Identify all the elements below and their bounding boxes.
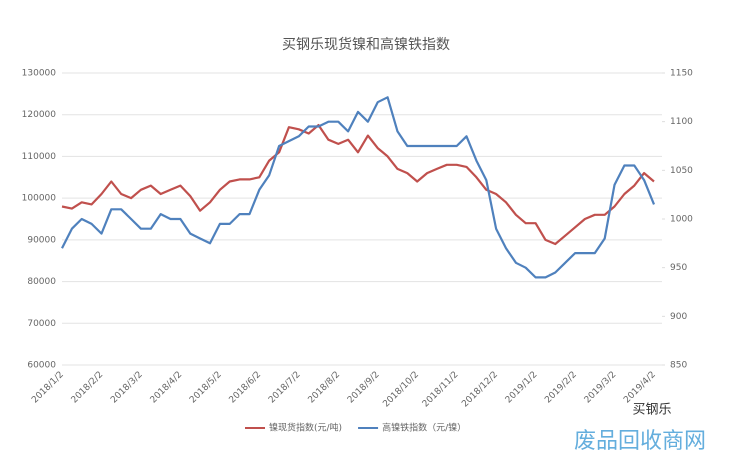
- x-tick-label: 2018/11/2: [421, 370, 461, 410]
- y-tick-label: 70000: [27, 319, 56, 329]
- x-tick-label: 2018/1/2: [30, 370, 66, 406]
- x-tick-label: 2018/7/2: [267, 370, 303, 406]
- y2-tick-label: 950: [670, 263, 687, 273]
- y2-tick-label: 1050: [670, 166, 693, 176]
- y-tick-label: 60000: [27, 361, 56, 371]
- y-tick-label: 90000: [27, 235, 56, 245]
- x-tick-label: 2018/9/2: [346, 370, 382, 406]
- y-tick-label: 100000: [22, 194, 57, 204]
- x-tick-label: 2019/4/2: [622, 370, 658, 406]
- y2-tick-label: 900: [670, 312, 687, 322]
- y-tick-label: 110000: [22, 152, 57, 162]
- x-tick-label: 2018/3/2: [109, 370, 145, 406]
- y-tick-label: 120000: [22, 110, 57, 120]
- legend-label: 镍现货指数(元/吨): [269, 422, 342, 434]
- watermark: 废品回收商网: [574, 429, 706, 454]
- y2-tick-label: 1100: [670, 117, 693, 127]
- x-tick-label: 2018/8/2: [307, 370, 343, 406]
- y2-tick-label: 1000: [670, 215, 693, 225]
- legend-label: 高镍铁指数（元/镍）: [382, 422, 466, 434]
- y2-tick-label: 850: [670, 361, 687, 371]
- x-tick-label: 2019/2/2: [543, 370, 579, 406]
- x-tick-label: 2018/2/2: [70, 370, 106, 406]
- x-tick-label: 2018/4/2: [149, 370, 185, 406]
- y-tick-label: 80000: [27, 277, 56, 287]
- watermark: 买钢乐: [632, 403, 671, 418]
- x-tick-label: 2018/10/2: [381, 370, 421, 410]
- x-tick-label: 2018/12/2: [460, 370, 500, 410]
- x-tick-label: 2018/6/2: [228, 370, 264, 406]
- x-tick-label: 2019/1/2: [504, 370, 540, 406]
- y2-tick-label: 1150: [670, 69, 693, 79]
- y-tick-label: 130000: [22, 69, 57, 79]
- x-tick-label: 2018/5/2: [188, 370, 224, 406]
- series-line: [61, 124, 655, 246]
- x-tick-label: 2019/3/2: [583, 370, 619, 406]
- series-line: [61, 96, 656, 279]
- chart-title: 买钢乐现货镍和高镍铁指数: [282, 36, 450, 53]
